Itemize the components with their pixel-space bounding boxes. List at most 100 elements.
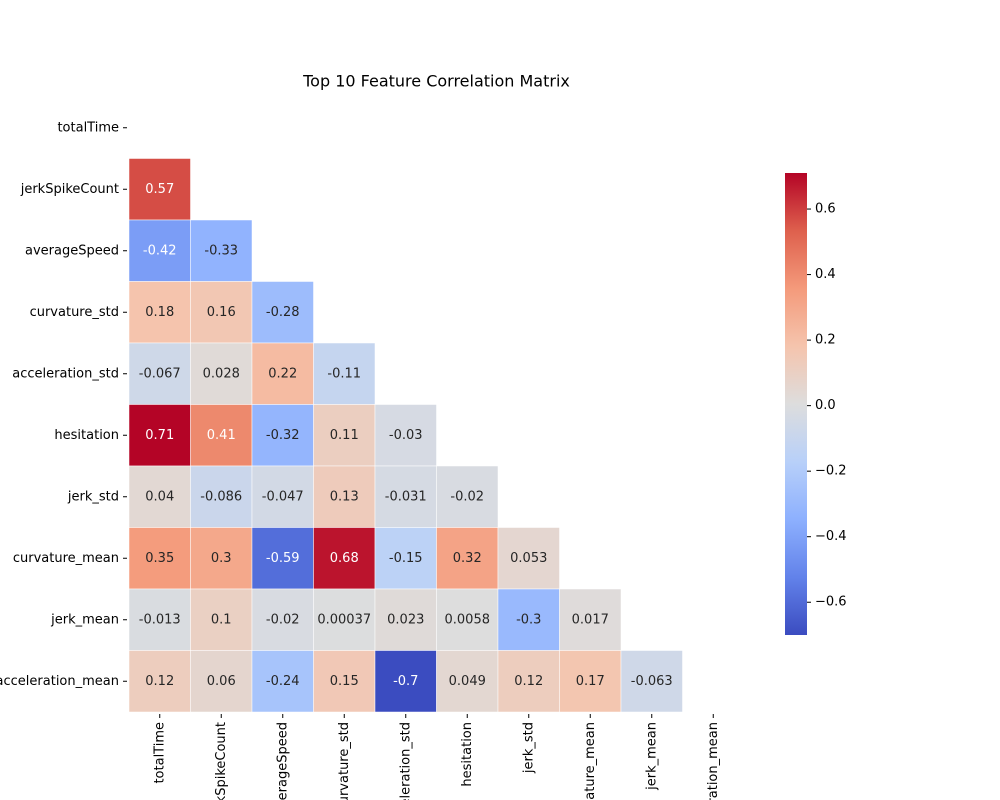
colorbar-tick-label: −0.2 bbox=[815, 464, 847, 479]
y-tick-label: averageSpeed bbox=[25, 243, 119, 258]
y-tick-label: jerkSpikeCount bbox=[20, 182, 119, 197]
heatmap-cell bbox=[251, 588, 314, 651]
cell-label: 0.13 bbox=[330, 489, 359, 504]
x-tick-label: jerk_std bbox=[521, 722, 536, 774]
y-tick-label: totalTime bbox=[57, 120, 119, 135]
colorbar-tick-label: 0.0 bbox=[815, 398, 836, 413]
colorbar-tick-label: −0.6 bbox=[815, 595, 847, 610]
heatmap-cell bbox=[313, 404, 376, 467]
heatmap-cell bbox=[190, 342, 253, 405]
colorbar bbox=[785, 173, 807, 635]
colorbar-tick-label: −0.4 bbox=[815, 529, 847, 544]
cell-label: -0.067 bbox=[139, 366, 181, 381]
heatmap-cell bbox=[128, 404, 191, 467]
heatmap-cell bbox=[190, 281, 253, 344]
cell-label: -0.02 bbox=[450, 489, 484, 504]
cell-label: 0.17 bbox=[576, 674, 605, 689]
heatmap-cell bbox=[436, 650, 499, 713]
cell-label: -0.013 bbox=[139, 612, 181, 627]
colorbar-tick-label: 0.6 bbox=[815, 202, 836, 217]
heatmap-cell bbox=[559, 650, 622, 713]
cell-label: -0.03 bbox=[389, 428, 423, 443]
cell-label: 0.41 bbox=[207, 428, 236, 443]
heatmap-cell bbox=[620, 650, 683, 713]
y-tick-label: jerk_mean bbox=[50, 612, 119, 627]
cell-label: -0.047 bbox=[262, 489, 304, 504]
cell-label: 0.049 bbox=[449, 674, 486, 689]
heatmap-cell bbox=[313, 527, 376, 590]
cell-label: 0.1 bbox=[211, 612, 232, 627]
chart-title: Top 10 Feature Correlation Matrix bbox=[302, 72, 570, 91]
cell-label: -0.24 bbox=[266, 674, 300, 689]
heatmap-cell bbox=[190, 404, 253, 467]
heatmap-cell bbox=[128, 527, 191, 590]
x-tick-label: jerkSpikeCount bbox=[214, 722, 229, 800]
heatmap-cell bbox=[313, 465, 376, 528]
cell-label: -0.42 bbox=[143, 243, 177, 258]
cell-label: -0.031 bbox=[385, 489, 427, 504]
cell-label: 0.028 bbox=[203, 366, 240, 381]
x-tick-label: acceleration_mean bbox=[706, 722, 721, 800]
cell-label: 0.15 bbox=[330, 674, 359, 689]
cell-label: 0.017 bbox=[572, 612, 609, 627]
cell-label: -0.3 bbox=[516, 612, 541, 627]
cell-label: 0.16 bbox=[207, 305, 236, 320]
heatmap-cell bbox=[190, 588, 253, 651]
cell-label: -0.15 bbox=[389, 551, 423, 566]
cell-label: 0.11 bbox=[330, 428, 359, 443]
cell-label: 0.68 bbox=[330, 551, 359, 566]
cell-label: 0.32 bbox=[453, 551, 482, 566]
cell-label: 0.0058 bbox=[445, 612, 491, 627]
heatmap-cell bbox=[313, 342, 376, 405]
heatmap-cell bbox=[374, 404, 437, 467]
cell-label: 0.12 bbox=[514, 674, 543, 689]
cell-label: -0.02 bbox=[266, 612, 300, 627]
heatmap-cell bbox=[190, 465, 253, 528]
cell-label: 0.3 bbox=[211, 551, 232, 566]
heatmap-cell bbox=[374, 650, 437, 713]
heatmap-cell bbox=[436, 465, 499, 528]
colorbar-tick-label: 0.2 bbox=[815, 333, 836, 348]
heatmap-cell bbox=[436, 527, 499, 590]
cell-label: 0.71 bbox=[145, 428, 174, 443]
heatmap-cell bbox=[128, 219, 191, 282]
heatmap-cell bbox=[497, 650, 560, 713]
y-tick-label: jerk_std bbox=[67, 489, 119, 504]
cell-label: -0.28 bbox=[266, 305, 300, 320]
x-tick-label: totalTime bbox=[152, 722, 167, 784]
heatmap-cell bbox=[313, 650, 376, 713]
heatmap-cell bbox=[190, 219, 253, 282]
heatmap-cell bbox=[374, 465, 437, 528]
cell-label: -0.32 bbox=[266, 428, 300, 443]
y-tick-label: acceleration_mean bbox=[0, 674, 119, 689]
x-tick-label: jerk_mean bbox=[644, 722, 659, 791]
x-tick-label: curvature_mean bbox=[583, 722, 598, 800]
cell-label: 0.06 bbox=[207, 674, 236, 689]
cell-label: 0.57 bbox=[145, 182, 174, 197]
heatmap-cell bbox=[374, 588, 437, 651]
heatmap-cell bbox=[128, 650, 191, 713]
x-tick-label: curvature_std bbox=[337, 722, 352, 800]
cell-label: 0.00037 bbox=[317, 612, 371, 627]
heatmap-cell bbox=[436, 588, 499, 651]
heatmap-cell bbox=[128, 158, 191, 221]
y-tick-label: acceleration_std bbox=[12, 366, 119, 381]
x-tick-label: hesitation bbox=[460, 722, 475, 787]
x-tick-label: acceleration_std bbox=[398, 722, 413, 800]
cell-label: 0.18 bbox=[145, 305, 174, 320]
heatmap-cell bbox=[251, 342, 314, 405]
cell-label: 0.023 bbox=[387, 612, 424, 627]
heatmap-cell bbox=[128, 342, 191, 405]
heatmap-cell bbox=[251, 650, 314, 713]
cell-label: 0.12 bbox=[145, 674, 174, 689]
colorbar-tick-label: 0.4 bbox=[815, 267, 836, 282]
heatmap-cell bbox=[128, 281, 191, 344]
cell-label: -0.33 bbox=[204, 243, 238, 258]
cell-label: -0.7 bbox=[393, 674, 418, 689]
y-tick-label: hesitation bbox=[54, 428, 119, 443]
heatmap-cell bbox=[497, 527, 560, 590]
cell-label: -0.086 bbox=[200, 489, 242, 504]
heatmap-cell bbox=[251, 404, 314, 467]
